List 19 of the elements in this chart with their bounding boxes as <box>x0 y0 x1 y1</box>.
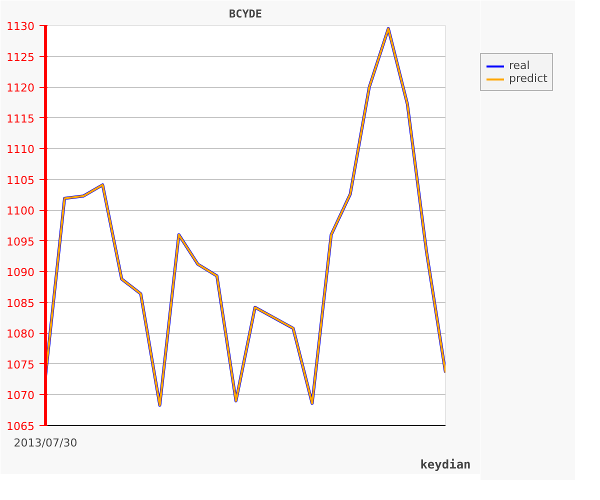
y-tick-label: 1105 <box>6 174 35 187</box>
y-tick-label: 1095 <box>6 235 35 248</box>
y-tick-label: 1080 <box>6 328 35 341</box>
y-tick-label: 1065 <box>6 420 35 433</box>
chart-title: BCYDE <box>228 8 262 20</box>
y-tick-label: 1115 <box>6 112 35 126</box>
legend-label: real <box>509 59 530 72</box>
legend-label: predict <box>509 72 548 85</box>
y-tick-label: 1075 <box>6 358 35 372</box>
y-tick-label: 1090 <box>6 266 35 280</box>
y-tick-label: 1085 <box>6 296 35 310</box>
y-tick-label: 1110 <box>6 143 35 156</box>
y-tick-label: 1125 <box>6 50 35 64</box>
y-tick-label: 1070 <box>6 389 35 402</box>
y-tick-label: 1130 <box>6 20 35 33</box>
x-axis-title: keydian <box>420 458 471 472</box>
y-tick-label: 1100 <box>6 204 35 218</box>
x-tick-label: 2013/07/30 <box>14 436 78 450</box>
y-tick-label: 1120 <box>6 82 35 95</box>
